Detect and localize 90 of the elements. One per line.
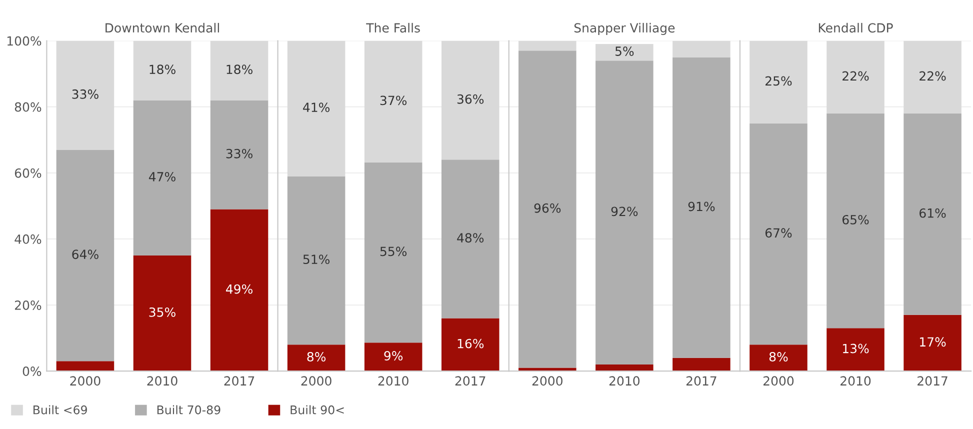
data-label: 36%	[457, 94, 484, 104]
bar	[672, 57, 730, 358]
bar	[596, 364, 654, 372]
legend-label: Built 90<	[290, 405, 344, 414]
data-label: 18%	[226, 64, 252, 74]
data-label: 48%	[457, 233, 484, 243]
bar	[133, 40, 192, 100]
x-tick-label: 2017	[918, 376, 948, 386]
x-tick-label: 2017	[686, 376, 716, 386]
chart-title: The Falls	[366, 22, 420, 33]
data-label: 8%	[307, 352, 326, 362]
data-label: 9%	[384, 351, 403, 361]
data-label: 22%	[920, 71, 946, 81]
x-tick-label: 2010	[609, 376, 640, 386]
y-tick-label: 60%	[14, 168, 42, 178]
bar	[441, 318, 500, 372]
bar	[287, 40, 346, 176]
y-tick-label: 0%	[22, 366, 42, 376]
data-label: 91%	[688, 202, 715, 212]
bar	[287, 176, 346, 345]
bar	[518, 50, 576, 368]
chart-title: Downtown Kendall	[106, 22, 219, 33]
bar	[596, 60, 654, 364]
x-tick-label: 2000	[763, 376, 794, 386]
data-label: 16%	[458, 338, 484, 348]
x-tick-label: 2000	[301, 376, 332, 386]
bar	[596, 44, 654, 61]
data-label: 25%	[766, 76, 792, 86]
data-label: 41%	[303, 102, 330, 112]
y-tick-label: 20%	[14, 300, 42, 310]
bar	[750, 123, 808, 345]
data-label: 33%	[72, 89, 98, 99]
bar	[364, 40, 422, 162]
x-tick-label: 2010	[147, 376, 178, 386]
data-label: 5%	[615, 46, 634, 56]
bar	[750, 40, 808, 124]
bar	[826, 113, 884, 328]
bar	[210, 100, 268, 210]
bar	[133, 100, 192, 256]
data-label: 47%	[148, 172, 176, 182]
data-label: 8%	[769, 352, 788, 362]
data-label: 61%	[920, 208, 946, 218]
bar	[518, 40, 576, 51]
chart-title: Snapper Villiage	[574, 22, 675, 36]
y-tick-label: 80%	[14, 102, 42, 112]
bar	[904, 113, 962, 315]
bar	[750, 344, 808, 372]
bar	[441, 160, 500, 318]
data-label: 49%	[226, 284, 252, 294]
data-label: 18%	[150, 64, 176, 74]
x-tick-label: 2017	[224, 376, 254, 386]
bar	[826, 328, 884, 372]
data-label: 35%	[149, 307, 176, 317]
bar	[441, 40, 500, 160]
bar	[364, 162, 422, 343]
bar	[904, 40, 962, 114]
data-label: 22%	[842, 71, 869, 81]
legend-label: Built 70-89	[157, 405, 220, 414]
data-label: 37%	[380, 96, 407, 106]
data-label: 33%	[226, 148, 252, 158]
bar	[56, 150, 114, 362]
data-label: 67%	[765, 228, 792, 238]
data-label: 64%	[72, 250, 98, 260]
data-label: 92%	[611, 206, 638, 216]
y-tick-label: 100%	[7, 36, 42, 46]
bar	[826, 40, 884, 114]
data-label: 17%	[920, 337, 946, 347]
bar	[56, 361, 114, 372]
x-tick-label: 2010	[378, 376, 408, 386]
x-tick-label: 2000	[532, 376, 562, 386]
x-tick-label: 2010	[840, 376, 871, 386]
chart-title: Kendall CDP	[818, 22, 893, 33]
bar	[364, 342, 422, 372]
y-tick-label: 40%	[14, 234, 42, 244]
bar	[672, 40, 730, 58]
bar	[56, 40, 114, 150]
x-tick-label: 2000	[70, 376, 100, 386]
bar	[287, 344, 346, 372]
legend-label: Built <69	[34, 405, 87, 414]
data-label: 96%	[534, 203, 561, 213]
bar	[672, 358, 730, 372]
data-label: 55%	[380, 246, 407, 256]
bar	[210, 209, 268, 372]
data-label: 13%	[842, 344, 869, 354]
bar	[904, 314, 962, 372]
bar	[133, 255, 192, 372]
bar	[210, 40, 268, 100]
x-tick-label: 2017	[455, 376, 486, 386]
data-label: 51%	[303, 254, 330, 264]
data-label: 65%	[842, 214, 869, 224]
